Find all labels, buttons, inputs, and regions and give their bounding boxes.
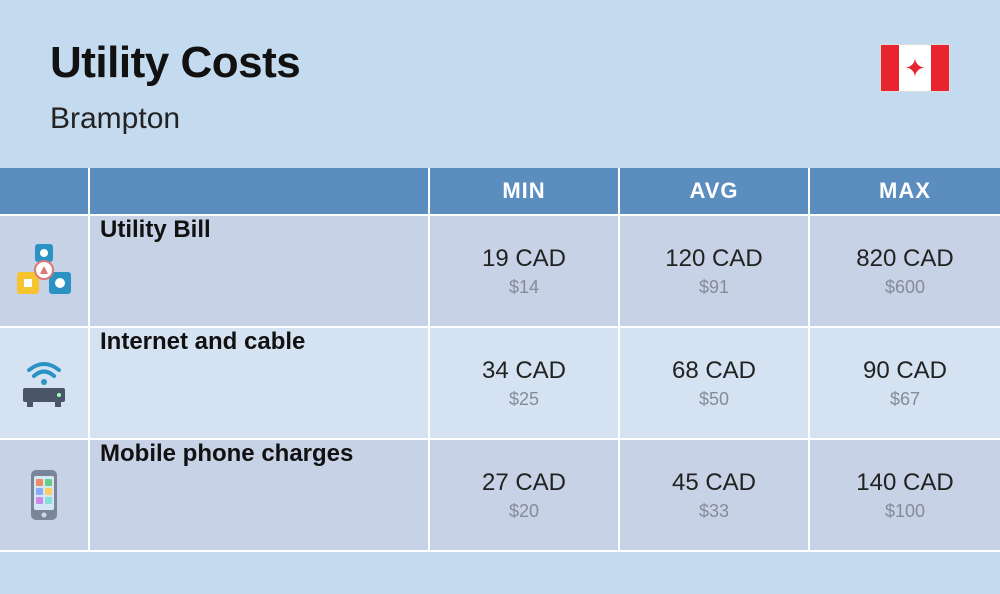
page-header: Utility Costs Brampton ✦ <box>0 0 1000 168</box>
table-header-row: MIN AVG MAX <box>0 168 1000 216</box>
cell-avg: 45 CAD $33 <box>620 440 810 550</box>
mobile-phone-icon <box>14 465 74 525</box>
cell-avg: 120 CAD $91 <box>620 216 810 326</box>
row-icon-cell <box>0 328 90 438</box>
table-row: Internet and cable 34 CAD $25 68 CAD $50… <box>0 328 1000 440</box>
canada-flag-icon: ✦ <box>880 44 950 92</box>
value-secondary: $100 <box>885 501 925 522</box>
col-header-avg: AVG <box>620 168 810 214</box>
utility-bill-icon <box>14 241 74 301</box>
value-secondary: $50 <box>699 389 729 410</box>
page-root: Utility Costs Brampton ✦ MIN AVG MAX <box>0 0 1000 594</box>
page-title: Utility Costs <box>50 38 300 88</box>
col-header-min: MIN <box>430 168 620 214</box>
title-block: Utility Costs Brampton <box>50 38 300 136</box>
cell-min: 27 CAD $20 <box>430 440 620 550</box>
row-icon-cell <box>0 216 90 326</box>
costs-table: MIN AVG MAX <box>0 168 1000 594</box>
cell-min: 34 CAD $25 <box>430 328 620 438</box>
value-secondary: $25 <box>509 389 539 410</box>
value-primary: 820 CAD <box>856 245 953 273</box>
value-primary: 140 CAD <box>856 469 953 497</box>
internet-cable-icon <box>14 353 74 413</box>
value-primary: 19 CAD <box>482 245 566 273</box>
value-secondary: $91 <box>699 277 729 298</box>
row-label: Utility Bill <box>100 216 428 244</box>
value-secondary: $33 <box>699 501 729 522</box>
value-secondary: $14 <box>509 277 539 298</box>
row-icon-cell <box>0 440 90 550</box>
row-label-cell: Mobile phone charges <box>90 440 430 550</box>
row-label: Mobile phone charges <box>100 440 428 468</box>
maple-leaf-icon: ✦ <box>904 55 926 81</box>
value-primary: 90 CAD <box>863 357 947 385</box>
value-secondary: $20 <box>509 501 539 522</box>
col-header-blank-icon <box>0 168 90 214</box>
col-header-max: MAX <box>810 168 1000 214</box>
cell-max: 140 CAD $100 <box>810 440 1000 550</box>
table-row: Mobile phone charges 27 CAD $20 45 CAD $… <box>0 440 1000 552</box>
page-subtitle: Brampton <box>50 102 300 136</box>
table-row: Utility Bill 19 CAD $14 120 CAD $91 820 … <box>0 216 1000 328</box>
value-secondary: $67 <box>890 389 920 410</box>
row-label-cell: Internet and cable <box>90 328 430 438</box>
row-label-cell: Utility Bill <box>90 216 430 326</box>
value-primary: 120 CAD <box>665 245 762 273</box>
row-label: Internet and cable <box>100 328 428 356</box>
value-primary: 34 CAD <box>482 357 566 385</box>
value-primary: 68 CAD <box>672 357 756 385</box>
cell-max: 820 CAD $600 <box>810 216 1000 326</box>
value-primary: 45 CAD <box>672 469 756 497</box>
cell-avg: 68 CAD $50 <box>620 328 810 438</box>
value-primary: 27 CAD <box>482 469 566 497</box>
cell-max: 90 CAD $67 <box>810 328 1000 438</box>
cell-min: 19 CAD $14 <box>430 216 620 326</box>
value-secondary: $600 <box>885 277 925 298</box>
col-header-blank-label <box>90 168 430 214</box>
